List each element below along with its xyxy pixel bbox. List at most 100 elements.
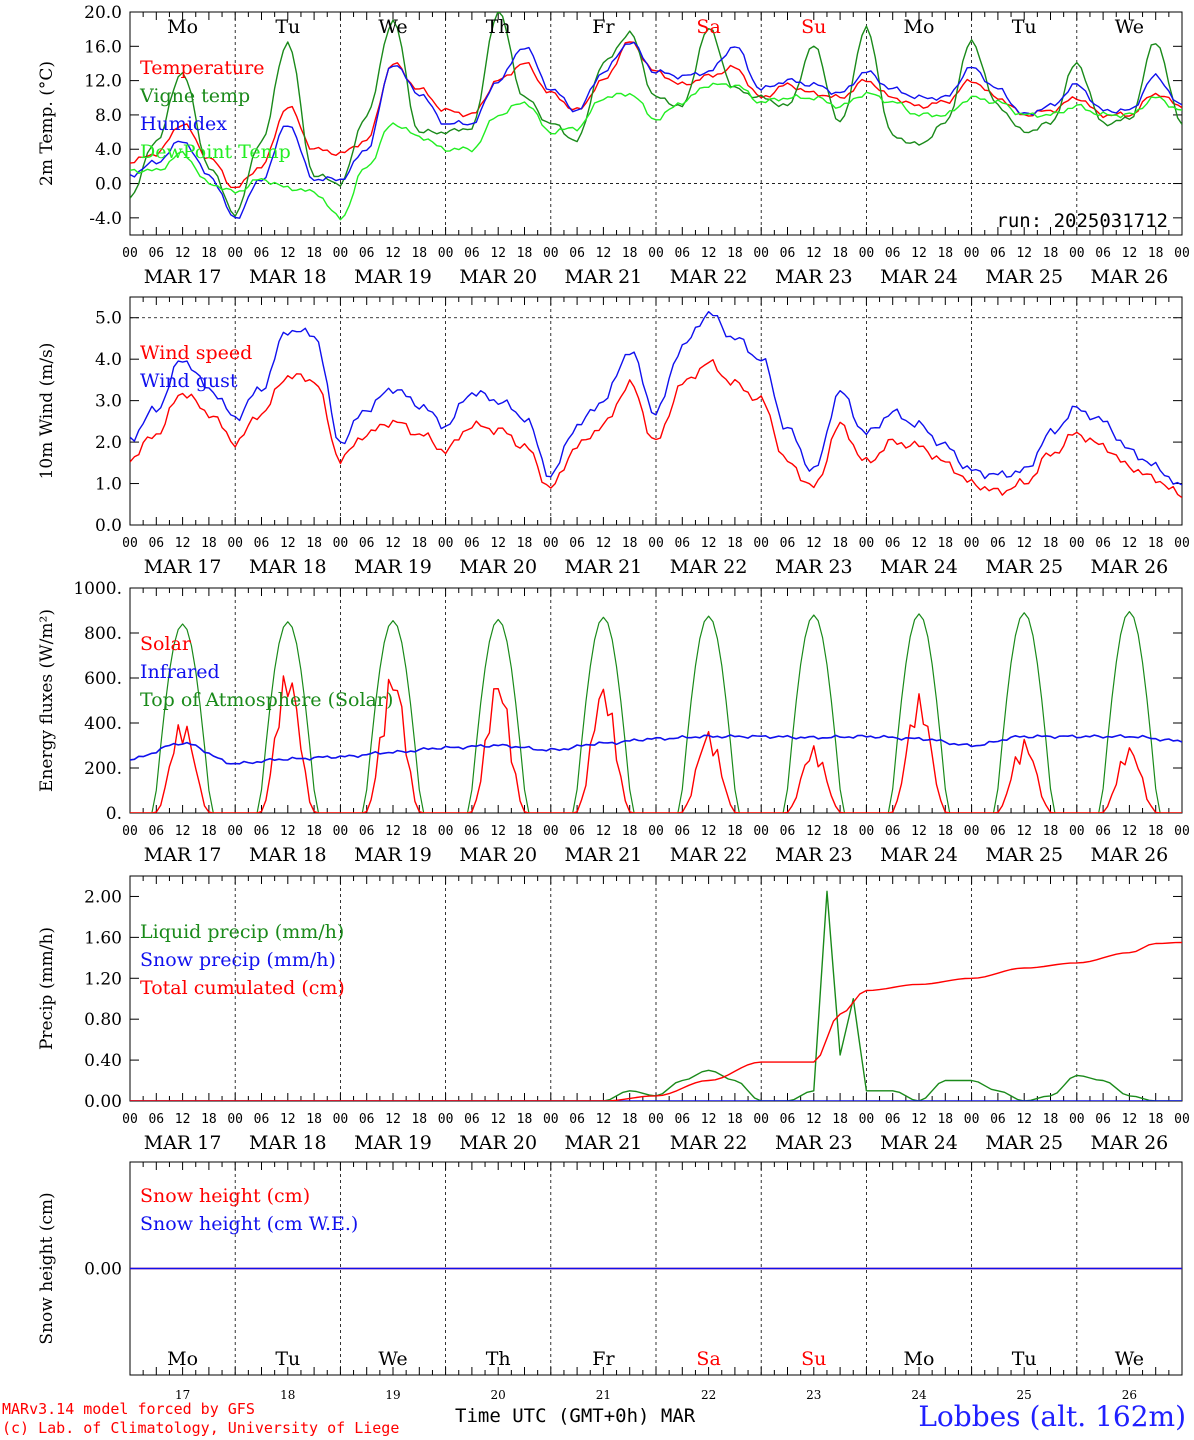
hour-tick-label: 06 — [674, 246, 690, 261]
day-of-week-bottom: We — [1115, 1348, 1144, 1370]
hour-tick-label: 00 — [227, 536, 243, 551]
hour-tick-label: 00 — [543, 536, 559, 551]
hour-tick-label: 00 — [1174, 536, 1190, 551]
hour-tick-label: 18 — [1148, 824, 1164, 839]
hour-tick-label: 06 — [990, 536, 1006, 551]
xaxis-month: MAR — [660, 1405, 696, 1427]
day-of-week-bottom: Tu — [275, 1348, 300, 1370]
hour-tick-label: 18 — [727, 246, 743, 261]
legend-solar: Solar — [140, 633, 192, 655]
date-label: MAR 24 — [880, 556, 958, 578]
day-of-week-top: Tu — [1012, 16, 1037, 38]
y-tick-label: 200. — [84, 759, 122, 779]
date-label: MAR 19 — [354, 266, 432, 288]
hour-tick-label: 00 — [1069, 824, 1085, 839]
date-label: MAR 25 — [985, 266, 1063, 288]
day-number: 20 — [491, 1388, 506, 1402]
hour-tick-label: 12 — [596, 824, 612, 839]
hour-tick-label: 18 — [727, 1112, 743, 1127]
hour-tick-label: 18 — [1043, 536, 1059, 551]
hour-tick-label: 00 — [753, 246, 769, 261]
legend-temperature: Temperature — [140, 57, 264, 79]
day-number: 24 — [911, 1388, 927, 1402]
hour-tick-label: 06 — [464, 1112, 480, 1127]
hour-tick-label: 06 — [1095, 1112, 1111, 1127]
hour-tick-label: 12 — [596, 536, 612, 551]
hour-tick-label: 06 — [990, 824, 1006, 839]
y-tick-label: 0.0 — [95, 516, 122, 536]
hour-tick-label: 18 — [1148, 246, 1164, 261]
day-number: 23 — [806, 1388, 821, 1402]
hour-tick-label: 00 — [227, 246, 243, 261]
y-tick-label: 1.0 — [95, 475, 122, 495]
date-label: MAR 17 — [144, 1132, 222, 1154]
hour-tick-label: 12 — [701, 536, 717, 551]
hour-tick-label: 00 — [1174, 246, 1190, 261]
hour-tick-label: 12 — [911, 824, 927, 839]
date-label: MAR 26 — [1091, 1132, 1169, 1154]
legend-snow-height-cm-w-e-: Snow height (cm W.E.) — [140, 1213, 358, 1235]
hour-tick-label: 06 — [464, 246, 480, 261]
credit-line-1: MARv3.14 model forced by GFS — [2, 1400, 255, 1418]
hour-tick-label: 00 — [438, 246, 454, 261]
hour-tick-label: 18 — [201, 1112, 217, 1127]
hour-tick-label: 12 — [385, 824, 401, 839]
hour-tick-label: 00 — [859, 824, 875, 839]
hour-tick-label: 12 — [280, 536, 296, 551]
plot-area — [130, 611, 1182, 813]
date-label: MAR 24 — [880, 844, 958, 866]
hour-tick-label: 06 — [148, 246, 164, 261]
hour-tick-label: 12 — [1016, 246, 1032, 261]
legend-total-cumulated-cm-: Total cumulated (cm) — [140, 977, 345, 999]
hour-tick-label: 06 — [359, 246, 375, 261]
hour-tick-label: 12 — [701, 1112, 717, 1127]
solar-line — [130, 675, 1182, 813]
hour-tick-label: 00 — [753, 1112, 769, 1127]
hour-tick-label: 12 — [806, 824, 822, 839]
y-tick-label: -4.0 — [89, 209, 122, 229]
station-label: Lobbes (alt. 162m) — [918, 1400, 1186, 1433]
series-wind-gust — [130, 311, 1182, 486]
date-label: MAR 21 — [565, 1132, 643, 1154]
hour-tick-label: 12 — [596, 1112, 612, 1127]
legend-top-of-atmosphere-solar-: Top of Atmosphere (Solar) — [140, 689, 393, 711]
series-humidex — [130, 41, 1182, 219]
day-of-week-top: Mo — [167, 16, 198, 38]
hour-tick-label: 06 — [359, 824, 375, 839]
hour-tick-label: 06 — [569, 1112, 585, 1127]
hour-tick-label: 18 — [201, 824, 217, 839]
day-of-week-bottom: Th — [486, 1348, 511, 1370]
hour-tick-label: 12 — [911, 536, 927, 551]
day-of-week-top: Th — [486, 16, 511, 38]
date-label: MAR 26 — [1091, 844, 1169, 866]
date-label: MAR 21 — [565, 556, 643, 578]
hour-tick-label: 12 — [490, 536, 506, 551]
hour-tick-label: 18 — [201, 246, 217, 261]
hour-tick-label: 18 — [306, 536, 322, 551]
hour-tick-label: 12 — [701, 246, 717, 261]
y-tick-label: 2.00 — [84, 887, 122, 907]
hour-tick-label: 06 — [990, 246, 1006, 261]
day-of-week-top: We — [1115, 16, 1144, 38]
credit-line-2: (c) Lab. of Climatology, University of L… — [2, 1419, 400, 1437]
hour-tick-label: 00 — [333, 824, 349, 839]
hour-tick-label: 06 — [885, 824, 901, 839]
y-axis-title: Energy fluxes (W/m²) — [37, 609, 57, 792]
hour-tick-label: 00 — [122, 246, 138, 261]
hour-tick-label: 06 — [148, 824, 164, 839]
hour-tick-label: 06 — [148, 1112, 164, 1127]
series-vigne-temp — [130, 12, 1182, 217]
day-number: 17 — [175, 1388, 190, 1402]
date-label: MAR 20 — [459, 1132, 537, 1154]
hour-tick-label: 12 — [806, 536, 822, 551]
day-of-week-top: Sa — [696, 16, 720, 38]
series-total-cumulated-cm- — [130, 941, 1182, 1101]
hour-tick-label: 00 — [122, 1112, 138, 1127]
date-label: MAR 18 — [249, 1132, 327, 1154]
hour-tick-label: 12 — [280, 1112, 296, 1127]
hour-tick-label: 12 — [280, 246, 296, 261]
hour-tick-label: 18 — [411, 246, 427, 261]
y-axis-title: Precip (mm/h) — [37, 927, 57, 1050]
hour-tick-label: 18 — [937, 536, 953, 551]
panel-5: 0.00 Snow height (cm) Snow height (cm) Snow… — [37, 1161, 1183, 1376]
